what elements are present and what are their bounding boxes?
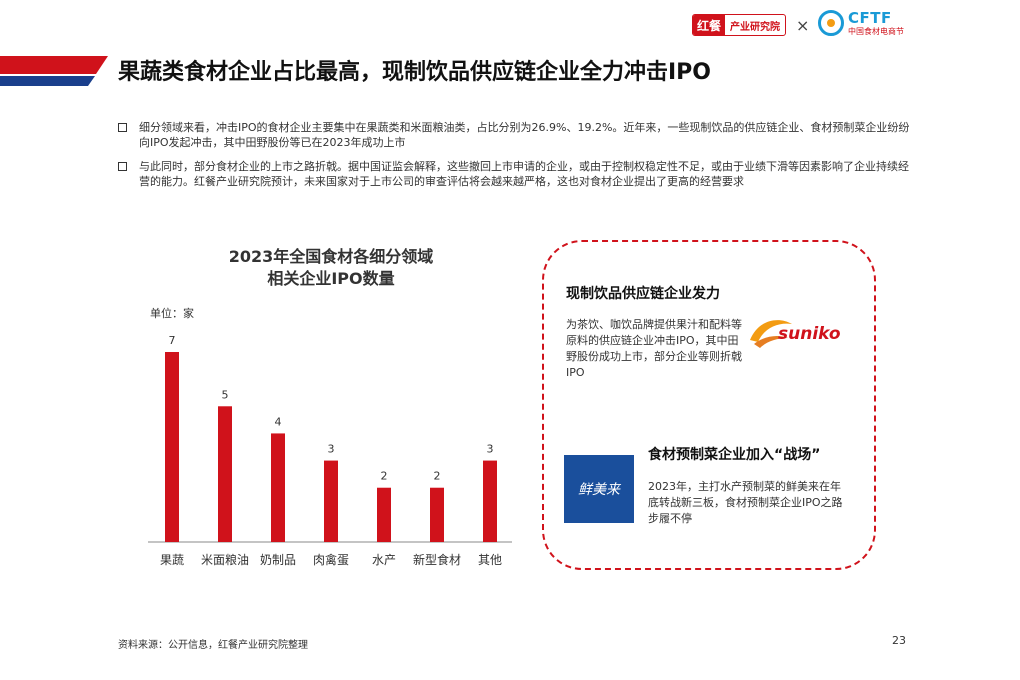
chart-value-label-5: 2 [434,470,441,483]
chart-value-label-1: 5 [222,388,229,401]
chart-value-label-2: 4 [275,415,282,428]
bullet-item: 细分领域来看，冲击IPO的食材企业主要集中在果蔬类和米面粮油类，占比分别为26.… [118,120,918,150]
bar-chart: 7 果蔬 5 米面粮油 4 奶制品 3 肉禽蛋 2 水产 2 新型食材 3 其他 [148,334,512,567]
times-sign: × [796,15,810,35]
bullet-square-icon [118,123,127,132]
bullet-list: 细分领域来看，冲击IPO的食材企业主要集中在果蔬类和米面粮油类，占比分别为26.… [118,120,918,198]
chart-value-label-3: 3 [328,443,335,456]
chart-title-line1: 2023年全国食材各细分领域 [228,247,434,266]
chart-bar-5 [430,487,444,542]
bullet-text: 与此同时，部分食材企业的上市之路折戟。据中国证监会解释，这些撤回上市申请的企业，… [139,160,909,188]
cftf-logo-text: CFTF [848,8,892,27]
chart-category-label-1: 米面粮油 [201,552,249,567]
title-stripe-decoration [0,56,108,86]
hongcan-logo-mark: 红餐 [693,15,726,35]
chart-bar-6 [483,460,497,542]
chart-category-label-2: 奶制品 [260,553,296,567]
card-section1-text: 为茶饮、咖饮品牌提供果汁和配料等原料的供应链企业冲击IPO，其中田野股份成功上市… [566,318,742,379]
cftf-logo: CFTF 中国食材电商节 [818,10,904,36]
hongcan-logo-text: 产业研究院 [730,21,781,33]
chart-bar-3 [324,460,338,542]
chart-title: 2023年全国食材各细分领域 相关企业IPO数量 [200,246,462,290]
chart-bar-4 [377,487,391,542]
chart-value-label-0: 7 [169,334,176,347]
chart-unit-label: 单位：家 [150,307,194,320]
bullet-item: 与此同时，部分食材企业的上市之路折戟。据中国证监会解释，这些撤回上市申请的企业，… [118,159,918,189]
chart-bar-2 [271,433,285,542]
chart-category-label-3: 肉禽蛋 [313,552,349,567]
chart-category-label-0: 果蔬 [160,553,184,567]
hongcan-logo: 红餐 产业研究院 [692,14,787,36]
chart-value-label-4: 2 [381,470,388,483]
suniko-logo: suniko [750,320,841,348]
source-note: 资料来源：公开信息，红餐产业研究院整理 [118,640,308,651]
card-section1-title: 现制饮品供应链企业发力 [566,286,720,302]
cftf-logo-icon [818,10,844,36]
chart-category-label-4: 水产 [372,553,396,567]
title-bar: 果蔬类食材企业占比最高，现制饮品供应链企业全力冲击IPO [0,52,1020,88]
chart-title-line2: 相关企业IPO数量 [267,269,395,288]
chart-category-label-6: 其他 [478,553,502,567]
suniko-logo-text: suniko [778,324,841,344]
card-section2-text: 2023年，主打水产预制菜的鲜美来在年底转战新三板，食材预制菜企业IPO之路步履… [648,480,843,525]
highlight-card [542,240,876,570]
chart-bar-1 [218,406,232,542]
page-title: 果蔬类食材企业占比最高，现制饮品供应链企业全力冲击IPO [118,60,712,85]
bullet-square-icon [118,162,127,171]
card-section2-title: 食材预制菜企业加入“战场” [648,447,821,463]
cftf-logo-subtext: 中国食材电商节 [848,26,904,36]
chart-category-label-5: 新型食材 [413,552,461,567]
bullet-text: 细分领域来看，冲击IPO的食材企业主要集中在果蔬类和米面粮油类，占比分别为26.… [139,121,910,149]
chart-value-label-6: 3 [487,443,494,456]
page-number: 23 [892,634,906,647]
header-logos: 红餐 产业研究院 × [692,14,809,36]
xianmeilai-logo: 鲜美来 [564,455,634,523]
chart-bar-0 [165,352,179,542]
